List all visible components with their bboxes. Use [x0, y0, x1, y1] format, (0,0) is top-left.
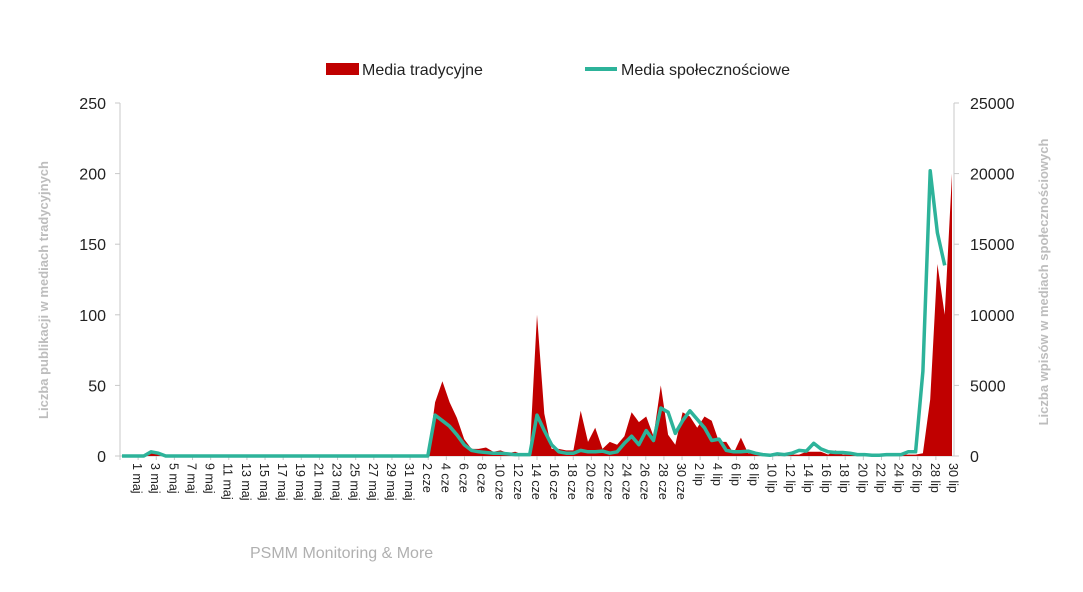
x-tick-label: 28 cze [656, 463, 670, 500]
x-tick-label: 12 lip [783, 463, 797, 493]
x-tick-label: 14 lip [801, 463, 815, 493]
x-tick-label: 24 lip [892, 463, 906, 493]
x-tick-label: 4 lip [710, 463, 724, 486]
y-tick-right-label: 0 [970, 449, 979, 466]
x-tick-label: 10 cze [493, 463, 507, 500]
x-tick-label: 28 lip [928, 463, 942, 493]
x-tick-label: 13 maj [239, 463, 253, 501]
x-tick-label: 8 lip [747, 463, 761, 486]
x-tick-label: 19 maj [293, 463, 307, 501]
x-tick-label: 16 cze [547, 463, 561, 500]
y-tick-left-label: 50 [88, 378, 106, 395]
y-axis-left-ticks: 0 50 100 150 200 250 [79, 96, 120, 466]
series-media-spolecznosciowe [122, 169, 947, 458]
y-tick-right-label: 20000 [970, 167, 1015, 184]
x-tick-label: 5 maj [166, 463, 180, 494]
x-tick-label: 21 maj [311, 463, 325, 501]
y-tick-left-label: 150 [79, 237, 106, 254]
x-tick-label: 17 maj [275, 463, 289, 501]
x-tick-label: 30 lip [946, 463, 960, 493]
x-tick-label: 7 maj [184, 463, 198, 494]
x-tick-label: 9 maj [203, 463, 217, 494]
series-media-tradycyjne [122, 173, 952, 456]
y-tick-left-label: 200 [79, 167, 106, 184]
legend-label-media-tradycyjne: Media tradycyjne [362, 62, 483, 79]
x-tick-label: 30 cze [674, 463, 688, 500]
x-tick-label: 16 lip [819, 463, 833, 493]
x-tick-label: 2 cze [420, 463, 434, 493]
x-tick-label: 15 maj [257, 463, 271, 501]
x-axis-ticks: 1 maj 3 maj 5 maj 7 maj 9 maj 11 maj 13 maj 15 … [119, 456, 960, 501]
y-tick-right-label: 15000 [970, 237, 1015, 254]
area-media-tradycyjne [122, 173, 952, 456]
x-tick-label: 8 cze [475, 463, 489, 493]
y-tick-right-label: 25000 [970, 96, 1015, 113]
x-tick-label: 23 maj [330, 463, 344, 501]
source-credit: PSMM Monitoring & More [250, 545, 434, 562]
legend: Media tradycyjne Media społecznościowe [326, 62, 790, 79]
x-tick-label: 22 cze [601, 463, 615, 500]
x-tick-label: 1 maj [130, 463, 144, 494]
x-tick-label: 26 cze [638, 463, 652, 500]
y-tick-left-label: 100 [79, 308, 106, 325]
y-tick-right-label: 5000 [970, 378, 1006, 395]
x-tick-label: 18 cze [565, 463, 579, 500]
line-media-spolecznosciowe [122, 169, 947, 458]
x-tick-label: 6 lip [728, 463, 742, 486]
x-tick-label: 31 maj [402, 463, 416, 501]
legend-label-media-spolecznosciowe: Media społecznościowe [621, 62, 790, 79]
y-tick-left-label: 0 [97, 449, 106, 466]
x-tick-label: 24 cze [620, 463, 634, 500]
y-axis-right-title: Liczba wpisów w mediach społecznościowyc… [1036, 139, 1051, 426]
x-tick-label: 25 maj [348, 463, 362, 501]
x-tick-label: 26 lip [910, 463, 924, 493]
x-tick-label: 10 lip [765, 463, 779, 493]
x-tick-label: 27 maj [366, 463, 380, 501]
x-tick-label: 3 maj [148, 463, 162, 494]
legend-swatch-media-tradycyjne [326, 63, 359, 75]
x-tick-label: 11 maj [221, 463, 235, 500]
y-axis-left-title: Liczba publikacji w mediach tradycyjnych [36, 161, 51, 419]
x-tick-label: 18 lip [837, 463, 851, 493]
x-tick-label: 22 lip [873, 463, 887, 493]
x-tick-label: 2 lip [692, 463, 706, 486]
x-tick-label: 12 cze [511, 463, 525, 500]
x-tick-label: 29 maj [384, 463, 398, 501]
x-tick-label: 14 cze [529, 463, 543, 500]
x-tick-label: 20 cze [583, 463, 597, 500]
y-tick-left-label: 250 [79, 96, 106, 113]
x-tick-label: 4 cze [438, 463, 452, 493]
x-tick-label: 6 cze [456, 463, 470, 493]
y-axis-right-ticks: 0 5000 10000 15000 20000 25000 [954, 96, 1015, 466]
y-tick-right-label: 10000 [970, 308, 1015, 325]
x-tick-label: 20 lip [855, 463, 869, 493]
